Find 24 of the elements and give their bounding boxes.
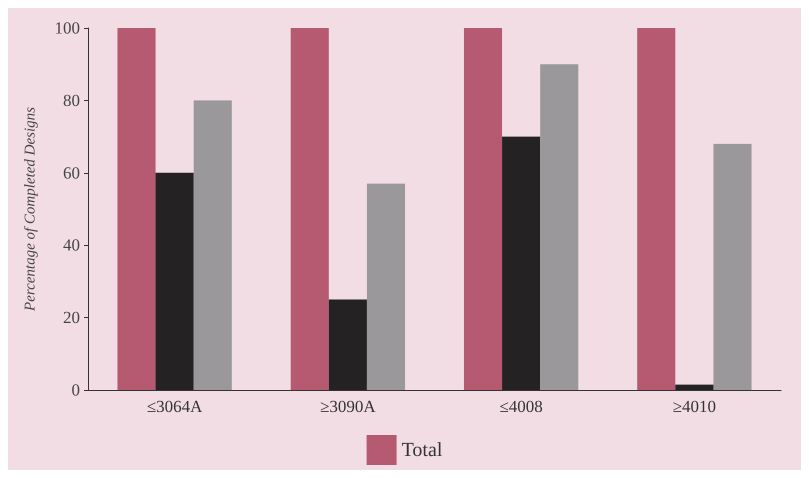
x-tick-label: ≥3090A <box>320 397 376 416</box>
bar <box>328 300 367 390</box>
bar <box>502 136 540 390</box>
y-tick-label: 100 <box>54 18 80 38</box>
bar <box>713 144 752 390</box>
y-tick-label: 60 <box>63 163 80 182</box>
bar <box>194 100 232 390</box>
y-axis-title: Percentage of Completed Designs <box>22 106 38 312</box>
y-tick-label: 40 <box>63 236 80 255</box>
bar <box>156 172 194 390</box>
y-tick-label: 0 <box>72 380 80 400</box>
x-tick-label: ≥4010 <box>672 397 716 416</box>
bar <box>637 28 676 390</box>
bar <box>464 28 502 390</box>
legend-label: Total <box>402 439 443 461</box>
bar <box>117 28 156 390</box>
bar <box>366 184 406 390</box>
x-tick-label: ≤3064A <box>146 397 204 416</box>
bar <box>540 64 578 390</box>
x-tick-label: ≤4008 <box>499 397 543 416</box>
bar <box>290 28 329 390</box>
y-tick-label: 80 <box>63 90 80 110</box>
bar <box>675 384 714 390</box>
y-tick-label: 20 <box>63 308 80 328</box>
